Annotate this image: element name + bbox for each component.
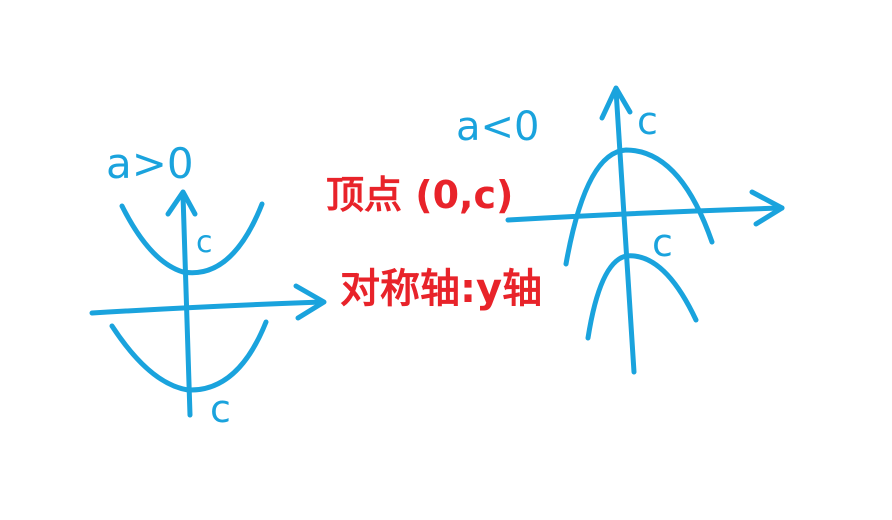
symmetry-axis-annotation: 对称轴:y轴 [340, 266, 542, 312]
right-x-axis-arrowhead [749, 189, 785, 227]
right-upper-parabola [563, 147, 715, 267]
right-axis-top-label: c [637, 99, 658, 143]
right-panel: a<0 c c [456, 85, 785, 375]
left-lower-parabola [109, 319, 269, 393]
vertex-annotation: 顶点 (0,c) [326, 173, 513, 217]
left-panel: a>0 c c [89, 139, 327, 431]
right-x-axis [505, 205, 785, 223]
left-upper-parabola [119, 201, 265, 276]
left-x-axis-arrowhead [293, 283, 327, 321]
left-y-axis [180, 192, 193, 418]
left-upper-vertex-label: c [196, 225, 213, 260]
left-x-axis [89, 299, 325, 316]
right-condition-label: a<0 [456, 104, 539, 150]
right-lower-parabola [585, 253, 699, 341]
right-y-axis-arrowhead [599, 85, 633, 121]
left-condition-label: a>0 [106, 139, 194, 188]
right-lower-vertex-label: c [652, 221, 673, 265]
left-lower-vertex-label: c [210, 387, 231, 431]
left-y-axis-arrowhead [165, 189, 198, 217]
right-y-axis [613, 87, 637, 375]
annotations: 顶点 (0,c) 对称轴:y轴 [326, 173, 542, 312]
